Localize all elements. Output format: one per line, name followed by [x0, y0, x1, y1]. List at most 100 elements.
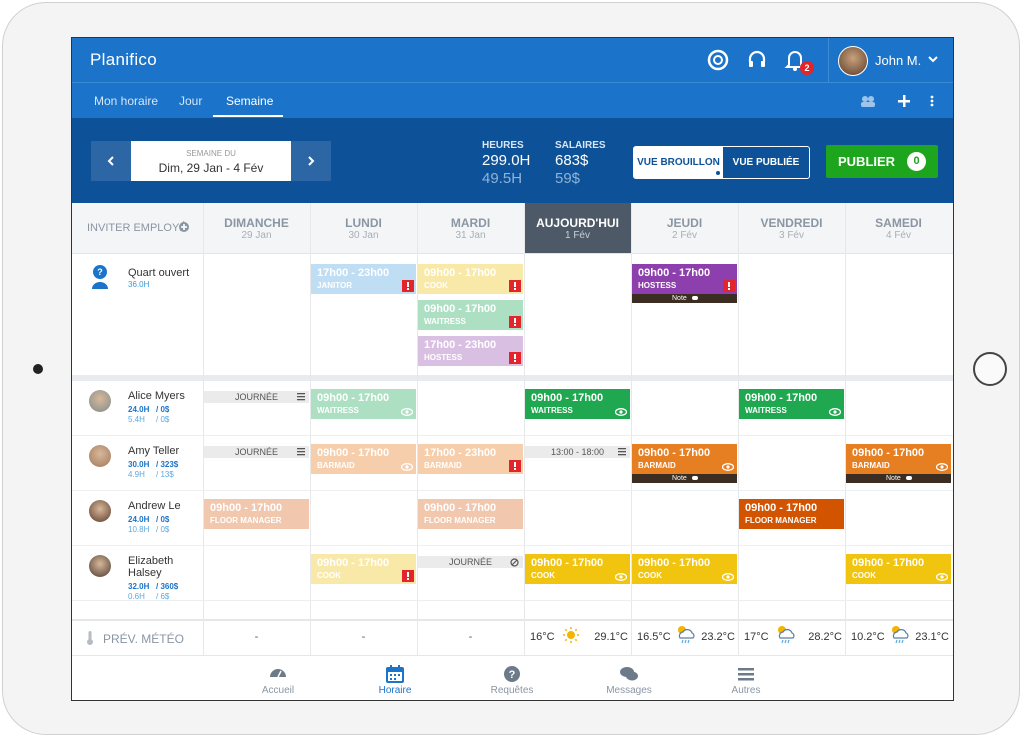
employee-hours: 30.0H — [128, 460, 150, 469]
day-header-cell[interactable]: MARDI 31 Jan — [417, 203, 524, 253]
shift-role: WAITRESS — [424, 317, 466, 326]
weather-label: PRÉV. MÉTÉO — [103, 632, 184, 646]
day-header-cell[interactable]: JEUDI 2 Fév — [631, 203, 738, 253]
tab-active[interactable]: Semaine — [226, 94, 274, 108]
nav-item[interactable]: Messages — [589, 660, 669, 700]
shift[interactable]: 09h00 - 17h00 FLOOR MANAGER — [739, 499, 844, 529]
stat-label: HEURES — [482, 140, 524, 151]
day-date: 1 Fév — [564, 230, 590, 241]
day-name: DIMANCHE — [224, 216, 289, 230]
shift[interactable]: 09h00 - 17h00 COOK — [311, 554, 416, 584]
next-week[interactable] — [291, 141, 331, 181]
more-icon[interactable] — [930, 95, 934, 107]
group-icon[interactable] — [860, 95, 876, 107]
shift[interactable]: 17h00 - 23h00 JANITOR — [311, 264, 416, 294]
employee-cost: / 0$ — [156, 405, 170, 414]
day-header-cell[interactable]: VENDREDI 3 Fév — [738, 203, 845, 253]
alert-mark — [514, 462, 516, 467]
shift-time: 09h00 - 17h00 — [531, 557, 604, 569]
chevron[interactable] — [928, 56, 938, 64]
week-box[interactable]: SEMAINE DU Dim, 29 Jan - 4 Fév — [131, 141, 291, 181]
employee-cost: / 323$ — [156, 460, 179, 469]
shift[interactable]: 09h00 - 17h00 COOK — [525, 554, 630, 584]
shift[interactable]: 09h00 - 17h00 COOK — [632, 554, 737, 584]
day-header-today[interactable]: AUJOURD'HUI 1 Fév — [524, 203, 631, 253]
alert-dot — [514, 360, 516, 362]
employee-info[interactable]: Alice Myers 24.0H / 0$ 5.4H / 0$ — [72, 381, 203, 436]
shift[interactable]: 09h00 - 17h00 HOSTESS — [632, 264, 737, 294]
shift[interactable]: 09h00 - 17h00 WAITRESS — [739, 389, 844, 419]
availability[interactable]: 13:00 - 18:00 — [525, 446, 630, 458]
nav-icon — [620, 667, 638, 681]
shift-role: FLOOR MANAGER — [424, 516, 496, 525]
toggle-published[interactable]: VUE PUBLIÉE — [732, 157, 800, 168]
user-avatar[interactable] — [838, 46, 868, 76]
shift[interactable]: 09h00 - 17h00 BARMAID — [311, 444, 416, 474]
shift[interactable]: 09h00 - 17h00 BARMAID — [846, 444, 951, 474]
nav-item[interactable]: Accueil — [238, 660, 318, 700]
invite-employee[interactable]: INVITER EMPLOYÉ — [87, 222, 187, 234]
shift[interactable]: 17h00 - 23h00 BARMAID — [418, 444, 523, 474]
nav-label: Accueil — [261, 685, 295, 696]
availability[interactable]: JOURNÉE — [418, 556, 523, 568]
nav-item[interactable]: Autres — [706, 660, 786, 700]
alert-dot — [407, 288, 409, 290]
shift[interactable]: 09h00 - 17h00 BARMAID — [632, 444, 737, 474]
shift[interactable]: 09h00 - 17h00 WAITRESS — [311, 389, 416, 419]
shift-role: BARMAID — [317, 461, 355, 470]
user-name[interactable]: John M. — [875, 53, 922, 68]
add-icon[interactable] — [898, 95, 910, 107]
row-line — [72, 435, 953, 436]
shift-role: FLOOR MANAGER — [210, 516, 282, 525]
tab[interactable]: Jour — [179, 94, 203, 108]
column-line — [738, 203, 739, 656]
shift[interactable]: 17h00 - 23h00 HOSTESS — [418, 336, 523, 366]
note-bar[interactable]: Note — [632, 294, 737, 303]
employee-info[interactable]: Andrew Le 24.0H / 0$ 10.8H / 0$ — [72, 491, 203, 546]
employee-info[interactable]: Elizabeth Halsey 32.0H / 360$ 0.6H / 6$ — [72, 546, 203, 601]
nav-item[interactable]: Horaire — [355, 660, 435, 700]
weather-high: 23.2°C — [701, 631, 735, 643]
shift[interactable]: 09h00 - 17h00 FLOOR MANAGER — [418, 499, 523, 529]
logo[interactable]: Planifico — [90, 50, 157, 69]
day-header-cell[interactable]: SAMEDI 4 Fév — [845, 203, 952, 253]
employee-info[interactable]: Amy Teller 30.0H / 323$ 4.9H / 13$ — [72, 436, 203, 491]
shift-time: 09h00 - 17h00 — [424, 267, 497, 279]
alert-dot — [514, 324, 516, 326]
nav-item[interactable]: ? Requêtes — [472, 660, 552, 700]
shift-role: COOK — [317, 571, 341, 580]
support-icon[interactable] — [746, 49, 768, 71]
nav-label-active: Horaire — [378, 685, 412, 696]
day-header-cell[interactable]: DIMANCHE 29 Jan — [203, 203, 310, 253]
day-header: INVITER EMPLOYÉ — [72, 203, 953, 254]
stat-primary: 683$ — [555, 152, 589, 169]
shift[interactable]: 09h00 - 17h00 FLOOR MANAGER — [204, 499, 309, 529]
shift[interactable]: 09h00 - 17h00 WAITRESS — [418, 300, 523, 330]
shift[interactable]: 09h00 - 17h00 WAITRESS — [525, 389, 630, 419]
note-bar[interactable]: Note — [632, 474, 737, 483]
shift-time: 09h00 - 17h00 — [531, 392, 604, 404]
shift-role: BARMAID — [852, 461, 890, 470]
shift[interactable]: 09h00 - 17h00 COOK — [418, 264, 523, 294]
publish-button[interactable]: PUBLIER 0 — [826, 145, 938, 178]
column-line — [524, 203, 525, 656]
day-header-cell[interactable]: LUNDI 30 Jan — [310, 203, 417, 253]
shift[interactable]: 09h00 - 17h00 COOK — [846, 554, 951, 584]
invite-icon[interactable] — [179, 222, 189, 232]
note-bar[interactable]: Note — [846, 474, 951, 483]
help-icon[interactable] — [706, 49, 730, 71]
prev-week[interactable] — [91, 141, 131, 181]
shift-time: 09h00 - 17h00 — [317, 392, 390, 404]
shift-role: COOK — [852, 571, 876, 580]
availability[interactable]: JOURNÉE — [204, 446, 309, 458]
visible-icon — [936, 463, 948, 471]
shift-role: COOK — [531, 571, 555, 580]
availability[interactable]: JOURNÉE — [204, 391, 309, 403]
rain-icon — [678, 626, 695, 644]
stat-secondary: 49.5H — [482, 170, 523, 187]
home-button[interactable] — [973, 352, 1007, 386]
weather-low: 10.2°C — [851, 631, 885, 643]
column-line — [310, 203, 311, 656]
toggle-draft[interactable]: VUE BROUILLON — [634, 147, 723, 178]
tab[interactable]: Mon horaire — [94, 94, 159, 108]
